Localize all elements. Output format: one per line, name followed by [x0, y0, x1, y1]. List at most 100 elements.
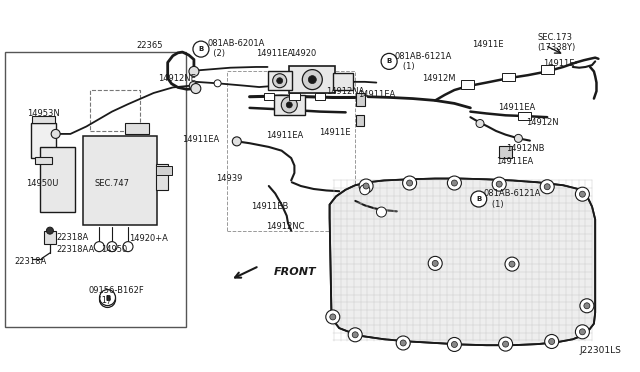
Circle shape	[579, 329, 586, 335]
Text: 14911EB: 14911EB	[251, 202, 288, 211]
Circle shape	[189, 67, 199, 76]
Circle shape	[451, 180, 458, 186]
Circle shape	[451, 341, 458, 347]
Circle shape	[330, 314, 336, 320]
Circle shape	[363, 183, 369, 189]
Bar	[83, 136, 157, 225]
Bar	[156, 164, 168, 190]
Text: 14911EA: 14911EA	[498, 103, 535, 112]
Text: B: B	[105, 296, 110, 302]
Text: SEC.173
(17338Y): SEC.173 (17338Y)	[538, 33, 576, 52]
Bar	[541, 65, 554, 74]
Text: B: B	[198, 46, 204, 52]
Circle shape	[348, 328, 362, 342]
Circle shape	[360, 185, 370, 195]
Text: 22318A: 22318A	[56, 233, 88, 242]
Circle shape	[381, 53, 397, 70]
Circle shape	[505, 257, 519, 271]
Circle shape	[359, 179, 373, 193]
Circle shape	[499, 337, 513, 351]
Circle shape	[515, 134, 522, 142]
Circle shape	[100, 291, 116, 308]
Circle shape	[189, 81, 197, 90]
Text: 14920+A: 14920+A	[129, 234, 168, 243]
Text: 14911E: 14911E	[319, 128, 350, 137]
Circle shape	[492, 177, 506, 191]
Circle shape	[544, 184, 550, 190]
Text: 14950U: 14950U	[26, 179, 58, 187]
Text: 14912N: 14912N	[526, 118, 559, 126]
Circle shape	[447, 176, 461, 190]
Bar	[274, 95, 305, 115]
Text: 14911EA: 14911EA	[358, 90, 396, 99]
Text: 14912NE: 14912NE	[158, 74, 196, 83]
Text: SEC.747: SEC.747	[95, 179, 130, 187]
Text: 22318A: 22318A	[14, 257, 46, 266]
Bar	[90, 90, 140, 131]
Circle shape	[326, 310, 340, 324]
Bar	[40, 147, 75, 212]
Circle shape	[100, 289, 116, 306]
Text: 14911E: 14911E	[543, 60, 574, 68]
Bar	[289, 66, 335, 93]
Text: 14912NB: 14912NB	[506, 144, 544, 153]
Circle shape	[51, 129, 60, 138]
Circle shape	[432, 260, 438, 266]
Circle shape	[476, 119, 484, 128]
Circle shape	[545, 334, 559, 349]
Circle shape	[509, 261, 515, 267]
Text: B: B	[476, 196, 481, 202]
Polygon shape	[330, 179, 595, 345]
Text: 081AB-6121A
   (1): 081AB-6121A (1)	[484, 189, 541, 209]
Bar	[356, 115, 364, 126]
Bar	[518, 112, 531, 120]
Text: 09156-B162F
    (1): 09156-B162F (1)	[88, 286, 144, 305]
Text: 14920: 14920	[291, 49, 317, 58]
Bar	[502, 73, 515, 81]
Circle shape	[107, 242, 117, 251]
Circle shape	[123, 242, 133, 251]
Circle shape	[406, 180, 413, 186]
Text: B: B	[105, 295, 110, 301]
Text: FRONT: FRONT	[274, 267, 317, 276]
Bar	[125, 123, 149, 134]
Circle shape	[580, 299, 594, 313]
Text: 081AB-6121A
   (1): 081AB-6121A (1)	[395, 52, 452, 71]
Circle shape	[502, 341, 509, 347]
Text: 14912NA: 14912NA	[326, 87, 365, 96]
Bar	[156, 166, 172, 175]
Text: 14939: 14939	[216, 174, 243, 183]
Bar	[227, 71, 355, 231]
Text: B: B	[387, 58, 392, 64]
Text: 14911EA: 14911EA	[266, 131, 303, 140]
Text: 14950: 14950	[101, 246, 127, 254]
Bar	[268, 71, 292, 90]
Circle shape	[94, 242, 104, 251]
Text: 081AB-6201A
  (2): 081AB-6201A (2)	[208, 39, 266, 58]
Bar	[315, 93, 325, 100]
Circle shape	[47, 227, 53, 234]
Bar	[264, 93, 274, 100]
Text: 14911EA: 14911EA	[496, 157, 533, 166]
Circle shape	[575, 325, 589, 339]
Text: 14953N: 14953N	[27, 109, 60, 118]
Circle shape	[496, 181, 502, 187]
Circle shape	[232, 137, 241, 146]
Circle shape	[302, 70, 323, 90]
Text: 14912M: 14912M	[422, 74, 456, 83]
Bar	[35, 157, 52, 164]
Circle shape	[276, 78, 283, 84]
Circle shape	[403, 176, 417, 190]
Circle shape	[428, 256, 442, 270]
Circle shape	[540, 180, 554, 194]
Circle shape	[376, 207, 387, 217]
Circle shape	[191, 84, 201, 93]
Text: 22318AA: 22318AA	[56, 245, 95, 254]
Circle shape	[286, 102, 292, 108]
Circle shape	[579, 191, 586, 197]
Circle shape	[282, 97, 298, 113]
Circle shape	[400, 340, 406, 346]
Bar	[333, 73, 353, 90]
Circle shape	[396, 336, 410, 350]
Circle shape	[193, 41, 209, 57]
